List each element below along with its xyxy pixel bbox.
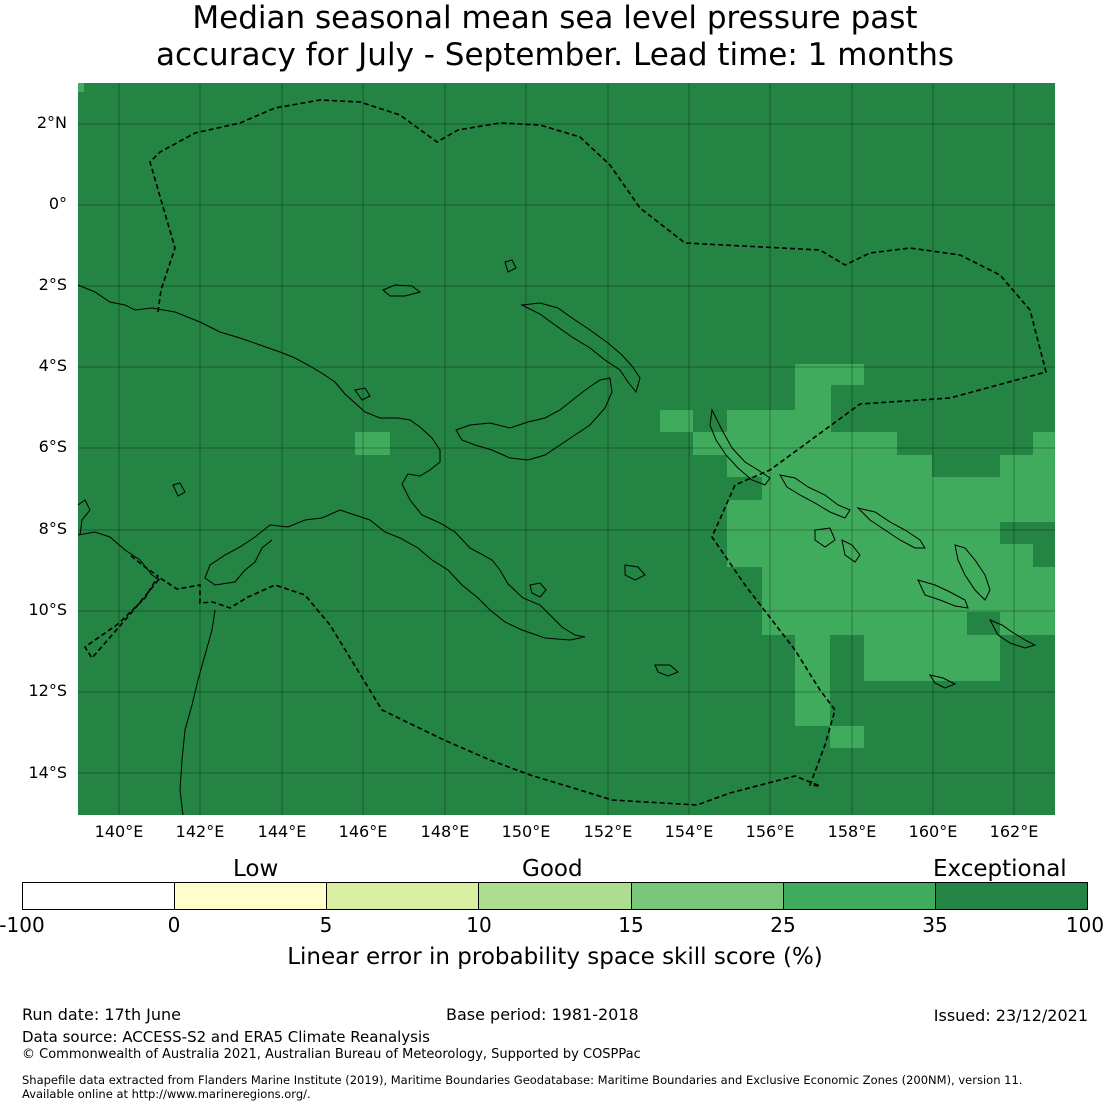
title-line-1: Median seasonal mean sea level pressure … — [192, 0, 918, 36]
lon-label: 162°E — [989, 822, 1039, 841]
title-line-2: accuracy for July - September. Lead time… — [155, 37, 955, 73]
eez-boundary — [83, 99, 1047, 806]
colorbar-segment — [783, 883, 936, 909]
lon-label: 152°E — [583, 822, 633, 841]
lat-label: 14°S — [28, 763, 67, 782]
coastlines — [77, 259, 1037, 816]
lon-label: 150°E — [501, 822, 551, 841]
colorbar — [22, 882, 1088, 910]
category-label-exceptional: Exceptional — [933, 856, 1067, 882]
category-label-low: Low — [233, 856, 279, 882]
lon-label: 146°E — [338, 822, 388, 841]
lon-label: 140°E — [94, 822, 144, 841]
map-panel — [77, 83, 1055, 816]
shapefile-credit-line-1: Shapefile data extracted from Flanders M… — [22, 1073, 1023, 1087]
skill-patches-25-35 — [78, 83, 1055, 748]
colorbar-segment — [175, 883, 328, 909]
lat-label: 10°S — [28, 600, 67, 619]
colorbar-segment — [631, 883, 784, 909]
colorbar-tick: 5 — [319, 913, 333, 937]
colorbar-tick: 10 — [466, 913, 492, 937]
base-period: Base period: 1981-2018 — [446, 1005, 639, 1024]
lon-label: 156°E — [745, 822, 795, 841]
copyright-notice: © Commonwealth of Australia 2021, Austra… — [22, 1047, 641, 1062]
lat-label: 0° — [48, 194, 67, 213]
category-label-good: Good — [522, 856, 583, 882]
colorbar-tick: 15 — [618, 913, 644, 937]
colorbar-segment — [23, 883, 176, 909]
data-source: Data source: ACCESS-S2 and ERA5 Climate … — [22, 1028, 430, 1046]
lat-label: 2°N — [36, 113, 67, 132]
colorbar-label: Linear error in probability space skill … — [287, 944, 823, 970]
issued-date: Issued: 23/12/2021 — [933, 1006, 1088, 1025]
colorbar-tick: 35 — [922, 913, 948, 937]
map-gridlines — [78, 83, 1055, 815]
lon-label: 144°E — [257, 822, 307, 841]
lon-label: 148°E — [420, 822, 470, 841]
lat-label: 12°S — [28, 681, 67, 700]
run-date: Run date: 17th June — [22, 1005, 182, 1024]
lat-label: 8°S — [38, 519, 67, 538]
lon-label: 158°E — [827, 822, 877, 841]
colorbar-tick: 25 — [770, 913, 796, 937]
colorbar-tick: -100 — [0, 913, 45, 937]
colorbar-tick: 100 — [1065, 913, 1105, 937]
colorbar-tick: 0 — [167, 913, 181, 937]
colorbar-segment — [935, 883, 1087, 909]
colorbar-segment — [327, 883, 480, 909]
lat-label: 6°S — [38, 437, 67, 456]
lon-label: 160°E — [908, 822, 958, 841]
lat-label: 2°S — [38, 275, 67, 294]
page-title: Median seasonal mean sea level pressure … — [0, 0, 1110, 74]
lon-label: 154°E — [664, 822, 714, 841]
shapefile-credit-line-2: Available online at http://www.marinereg… — [22, 1087, 311, 1101]
lon-label: 142°E — [175, 822, 225, 841]
lat-label: 4°S — [38, 356, 67, 375]
map-background — [78, 83, 1055, 815]
colorbar-segment — [479, 883, 632, 909]
